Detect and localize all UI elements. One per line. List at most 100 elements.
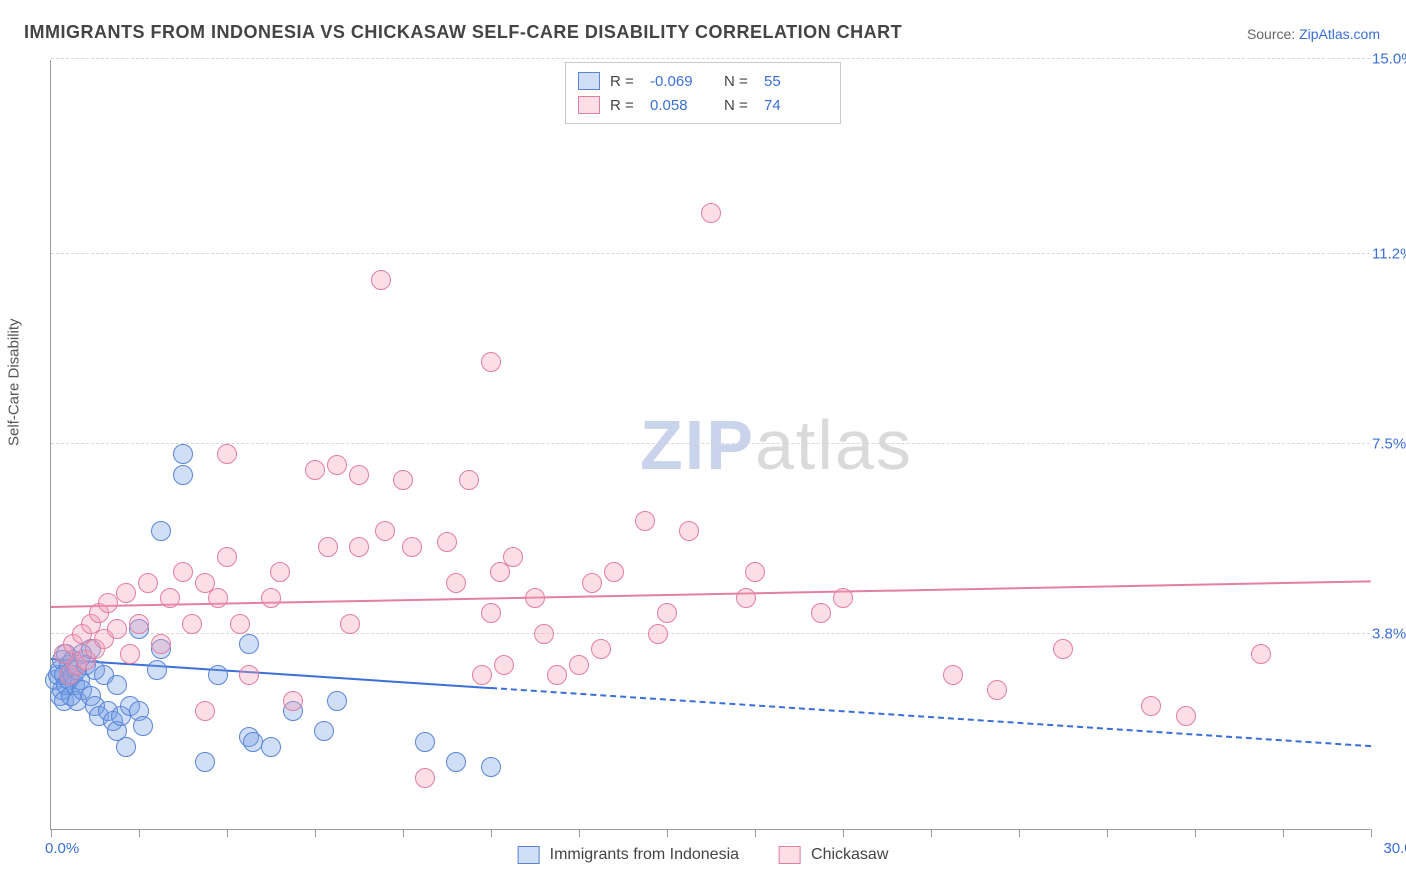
data-point [217,547,237,567]
watermark-atlas: atlas [755,406,913,484]
y-tick-label: 15.0% [1372,51,1406,68]
grid-line [51,253,1370,254]
data-point [151,634,171,654]
data-point [534,624,554,644]
chart-title: IMMIGRANTS FROM INDONESIA VS CHICKASAW S… [24,22,902,43]
data-point [349,465,369,485]
x-tick [579,829,580,837]
data-point [437,532,457,552]
data-point [415,732,435,752]
x-tick [315,829,316,837]
n-label: N = [724,97,754,114]
data-point [314,721,334,741]
data-point [582,573,602,593]
x-max-label: 30.0% [1383,840,1406,857]
x-tick [227,829,228,837]
data-point [182,614,202,634]
data-point [481,603,501,623]
data-point [648,624,668,644]
x-tick [51,829,52,837]
legend-swatch [578,96,600,114]
data-point [116,737,136,757]
data-point [701,203,721,223]
scatter-plot: ZIPatlas 3.8%7.5%11.2%15.0%0.0%30.0% [50,60,1370,830]
x-tick [1371,829,1372,837]
n-value: 74 [764,97,828,114]
data-point [173,465,193,485]
data-point [217,444,237,464]
data-point [459,470,479,490]
x-tick [755,829,756,837]
data-point [494,655,514,675]
trend-line [491,687,1371,747]
data-point [987,680,1007,700]
legend-swatch [779,846,801,864]
data-point [1251,644,1271,664]
n-label: N = [724,73,754,90]
data-point [305,460,325,480]
data-point [129,614,149,634]
y-tick-label: 7.5% [1372,436,1406,453]
data-point [481,757,501,777]
data-point [393,470,413,490]
data-point [604,562,624,582]
x-tick [1107,829,1108,837]
data-point [635,511,655,531]
r-value: 0.058 [650,97,714,114]
data-point [415,768,435,788]
n-value: 55 [764,73,828,90]
legend-item: Chickasaw [779,846,888,864]
r-label: R = [610,73,640,90]
x-tick [491,829,492,837]
data-point [481,352,501,372]
data-point [1141,696,1161,716]
data-point [569,655,589,675]
data-point [116,583,136,603]
data-point [1176,706,1196,726]
data-point [98,593,118,613]
data-point [318,537,338,557]
data-point [270,562,290,582]
data-point [1053,639,1073,659]
x-tick [403,829,404,837]
source-link[interactable]: ZipAtlas.com [1299,26,1380,42]
data-point [107,675,127,695]
data-point [375,521,395,541]
x-tick [1195,829,1196,837]
x-tick [843,829,844,837]
data-point [208,665,228,685]
data-point [239,665,259,685]
source-label: Source: [1247,26,1295,42]
data-point [327,455,347,475]
data-point [657,603,677,623]
legend-item: Immigrants from Indonesia [518,846,739,864]
data-point [446,573,466,593]
x-tick [1283,829,1284,837]
legend-swatch [578,72,600,90]
data-point [208,588,228,608]
legend-statistics: R = -0.069 N = 55 R = 0.058 N = 74 [565,62,841,124]
grid-line [51,443,1370,444]
data-point [547,665,567,685]
watermark-zip: ZIP [640,406,755,484]
data-point [261,588,281,608]
data-point [283,691,303,711]
data-point [349,537,369,557]
data-point [402,537,422,557]
data-point [173,562,193,582]
data-point [120,644,140,664]
legend-stat-row: R = 0.058 N = 74 [578,93,828,117]
data-point [833,588,853,608]
data-point [446,752,466,772]
legend-series: Immigrants from Indonesia Chickasaw [518,846,889,864]
data-point [138,573,158,593]
y-tick-label: 3.8% [1372,625,1406,642]
data-point [160,588,180,608]
x-tick [931,829,932,837]
data-point [107,619,127,639]
grid-line [51,58,1370,59]
data-point [133,716,153,736]
data-point [340,614,360,634]
data-point [261,737,281,757]
data-point [371,270,391,290]
